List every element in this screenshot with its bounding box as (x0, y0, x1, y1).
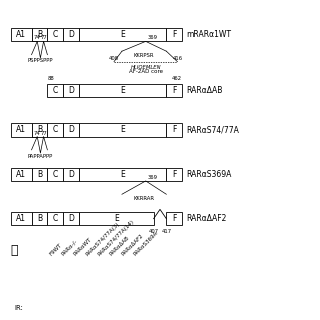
Text: C: C (53, 170, 58, 179)
Bar (63, 123, 79, 137)
Text: E: E (120, 30, 125, 39)
Text: 417: 417 (162, 229, 172, 234)
Text: 88: 88 (47, 76, 54, 81)
Text: D: D (68, 125, 74, 134)
Text: E: E (120, 170, 125, 179)
Bar (63, 212, 79, 225)
Text: 416: 416 (172, 56, 182, 61)
Bar (79, 168, 166, 181)
Text: RARαS369A: RARαS369A (133, 230, 159, 257)
Text: C: C (53, 125, 58, 134)
Text: B: B (37, 214, 42, 223)
Text: F: F (172, 86, 176, 95)
Text: F: F (172, 170, 176, 179)
Text: 407: 407 (148, 229, 159, 234)
Bar (32, 212, 47, 225)
Bar (11, 28, 32, 41)
Text: PSPPSPPP: PSPPSPPP (28, 59, 53, 63)
Text: A1: A1 (16, 125, 26, 134)
Text: E: E (114, 214, 119, 223)
Bar (63, 168, 79, 181)
Bar (79, 28, 166, 41)
Bar (166, 212, 182, 225)
Bar (11, 212, 32, 225)
Text: B: B (37, 30, 42, 39)
Text: D: D (68, 214, 74, 223)
Text: F: F (172, 214, 176, 223)
Text: KKRRAR: KKRRAR (134, 196, 155, 201)
Text: E: E (120, 125, 125, 134)
Text: AF-2AD core: AF-2AD core (129, 69, 163, 74)
Text: RARαS74/77A(14): RARαS74/77A(14) (97, 219, 135, 257)
Text: F9WT: F9WT (49, 242, 63, 257)
Text: HLIQEMLEN: HLIQEMLEN (131, 64, 161, 69)
Text: Ⓑ: Ⓑ (10, 244, 18, 257)
Text: B: B (37, 170, 42, 179)
Bar (79, 212, 154, 225)
Bar (47, 84, 63, 97)
Text: D: D (68, 170, 74, 179)
Text: A1: A1 (16, 170, 26, 179)
Bar (166, 84, 182, 97)
Text: 369: 369 (147, 175, 157, 180)
Bar (79, 123, 166, 137)
Text: 408: 408 (109, 56, 119, 61)
Text: D: D (68, 86, 74, 95)
Text: 369: 369 (147, 36, 157, 40)
Bar (63, 84, 79, 97)
Text: RARαΔAB: RARαΔAB (109, 235, 131, 257)
Bar (166, 28, 182, 41)
Text: C: C (53, 86, 58, 95)
Bar (32, 123, 47, 137)
Bar (11, 168, 32, 181)
Bar (79, 84, 166, 97)
Text: RARαS74/77A(3): RARαS74/77A(3) (85, 221, 121, 257)
Text: RARαΔAF2: RARαΔAF2 (121, 233, 145, 257)
Text: IR:: IR: (14, 305, 23, 311)
Text: 74: 74 (34, 131, 41, 136)
Text: PAPPAPPP: PAPPAPPP (28, 154, 53, 159)
Text: A1: A1 (16, 214, 26, 223)
Text: RARαΔAF2: RARαΔAF2 (186, 214, 226, 223)
Bar (166, 168, 182, 181)
Text: F: F (172, 30, 176, 39)
Text: 462: 462 (172, 76, 182, 81)
Bar (11, 123, 32, 137)
Text: RARαWT: RARαWT (73, 237, 93, 257)
Text: KKRPSR: KKRPSR (134, 53, 154, 58)
Text: mRARα1WT: mRARα1WT (186, 30, 231, 39)
Text: C: C (53, 214, 58, 223)
Text: D: D (68, 30, 74, 39)
Bar (32, 28, 47, 41)
Bar (166, 123, 182, 137)
Text: E: E (120, 86, 125, 95)
Bar (47, 28, 63, 41)
Text: 74: 74 (34, 36, 41, 40)
Text: 77: 77 (40, 131, 47, 136)
Text: A1: A1 (16, 30, 26, 39)
Bar (47, 212, 63, 225)
Bar (47, 168, 63, 181)
Text: RARα-/-: RARα-/- (61, 239, 79, 257)
Text: 77: 77 (40, 36, 47, 40)
Text: B: B (37, 125, 42, 134)
Text: C: C (53, 30, 58, 39)
Bar (32, 168, 47, 181)
Bar (47, 123, 63, 137)
Text: RARαΔAB: RARαΔAB (186, 86, 222, 95)
Bar (63, 28, 79, 41)
Text: RARαS369A: RARαS369A (186, 170, 231, 179)
Text: F: F (172, 125, 176, 134)
Text: RARαS74/77A: RARαS74/77A (186, 125, 239, 134)
